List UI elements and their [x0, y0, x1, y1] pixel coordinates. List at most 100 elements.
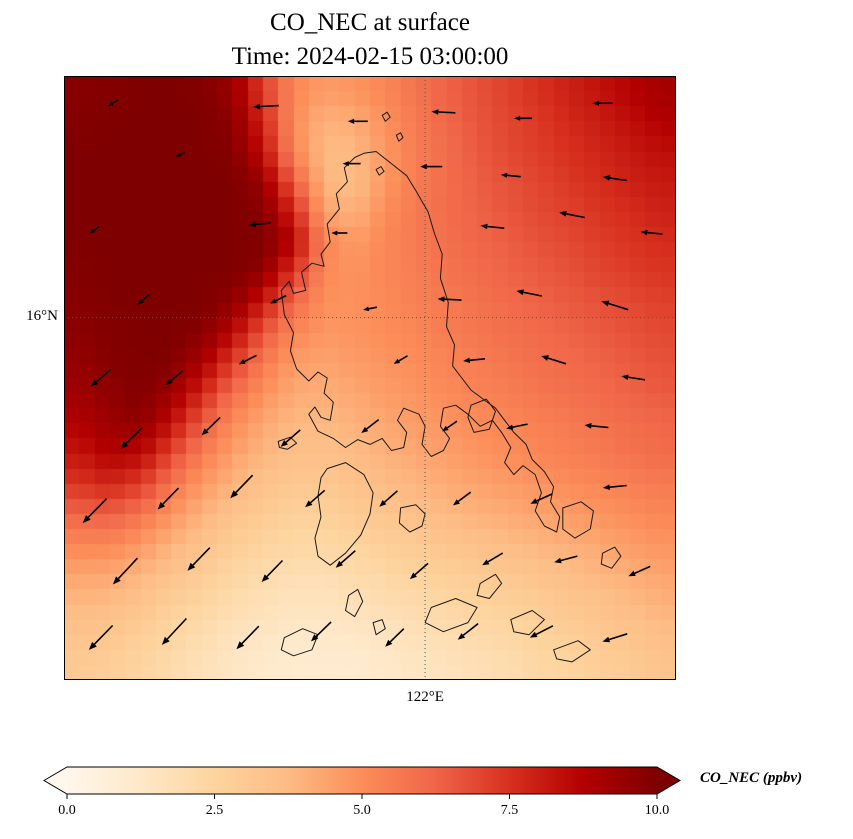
wind-arrow-shaft: [170, 370, 184, 382]
wind-arrow-shaft: [523, 291, 543, 297]
wind-arrow-shaft: [383, 490, 398, 503]
wind-arrow-head: [602, 636, 611, 643]
wind-arrow-head: [602, 484, 610, 490]
wind-arrow-head: [175, 152, 182, 157]
wind-arrow-shaft: [609, 484, 627, 488]
coastline-path: [395, 132, 404, 142]
wind-arrow-shaft: [609, 177, 627, 182]
wind-arrow-shaft: [634, 565, 651, 575]
wind-arrow-shaft: [260, 104, 279, 108]
wind-arrow-shaft: [93, 225, 100, 232]
wind-arrow-shaft: [285, 429, 301, 443]
wind-arrow-head: [89, 228, 96, 234]
wind-arrow-head: [90, 379, 99, 387]
wind-arrow-shaft: [112, 99, 119, 105]
wind-arrow-shaft: [93, 624, 114, 645]
wind-arrow-head: [584, 423, 592, 429]
colorbar-tick-label: 0.0: [58, 803, 76, 818]
wind-arrow-shaft: [162, 487, 180, 505]
wind-arrow-shaft: [462, 622, 479, 636]
wind-arrow-shaft: [192, 547, 211, 566]
wind-arrow-shaft: [560, 555, 578, 562]
wind-arrow-shaft: [368, 306, 378, 310]
wind-arrow-head: [385, 639, 393, 647]
wind-arrow-shaft: [241, 625, 260, 645]
wind-arrow-head: [640, 229, 648, 236]
coastline-path: [600, 546, 622, 569]
wind-arrow-head: [361, 426, 369, 433]
heatmap-canvas: [64, 76, 676, 680]
coastlines: [277, 111, 622, 663]
colorbar-right-extend-arrow: [657, 767, 680, 794]
wind-arrow-shaft: [87, 498, 108, 518]
wind-arrow-head: [165, 378, 173, 386]
coastline-path: [345, 588, 364, 618]
wind-arrow-shaft: [536, 493, 553, 502]
wind-arrow-head: [514, 115, 521, 121]
wind-arrow-shaft: [591, 425, 609, 429]
wind-arrow-shaft: [627, 376, 646, 381]
wind-arrow-shaft: [117, 557, 139, 580]
wind-arrow-head: [112, 576, 121, 585]
wind-arrow-head: [554, 557, 562, 564]
plot-subtitle-time: Time: 2024-02-15 03:00:00: [231, 43, 509, 70]
wind-arrow-shaft: [166, 617, 187, 640]
colorbar-left-extend-arrow: [44, 767, 67, 794]
wind-arrow-head: [628, 570, 636, 577]
wind-arrow-head: [107, 101, 114, 107]
wind-arrow-head: [516, 289, 524, 296]
wind-arrow-head: [120, 441, 129, 449]
wind-arrow-head: [409, 572, 417, 580]
wind-arrow-shaft: [398, 355, 408, 362]
wind-arrow-head: [621, 374, 629, 380]
y-axis-tick-label: 16°N: [26, 307, 58, 324]
coastline-path: [314, 462, 374, 566]
coastline-path: [553, 640, 591, 663]
coastline-path: [510, 610, 545, 636]
wind-arrow-shaft: [487, 225, 505, 229]
colorbar-gradient-bar: [67, 767, 657, 794]
wind-arrow-shaft: [255, 222, 271, 226]
wind-arrow-head: [480, 223, 488, 230]
wind-arrow-shaft: [438, 111, 456, 114]
coastline-path: [381, 111, 391, 122]
wind-arrow-head: [347, 118, 355, 124]
wind-arrow-shaft: [446, 420, 458, 429]
wind-arrow-head: [530, 498, 538, 504]
wind-arrow-head: [529, 631, 538, 638]
wind-arrow-head: [482, 559, 490, 566]
wind-arrow-shaft: [608, 633, 628, 641]
x-axis-tick-label: 122°E: [406, 689, 444, 705]
wind-arrow-shaft: [366, 418, 380, 430]
wind-arrow-head: [238, 359, 246, 365]
wind-arrow-shaft: [512, 423, 528, 428]
coastline-path: [476, 573, 503, 599]
plot-title-block: CO_NEC at surface Time: 2024-02-15 03:00…: [64, 6, 676, 74]
wind-arrow-head: [602, 175, 611, 181]
map-plot: 16°N 122°E: [26, 76, 676, 705]
wind-arrow-head: [559, 210, 567, 217]
wind-arrow-head: [236, 641, 245, 650]
colorbar-tick-label: 10.0: [645, 803, 670, 818]
wind-arrow-head: [601, 300, 610, 307]
wind-arrow-shaft: [535, 625, 554, 636]
wind-arrow-head: [161, 636, 170, 645]
wind-arrow-head: [541, 355, 549, 361]
colorbar-tick-marks: [66, 794, 658, 799]
coastline-path: [562, 501, 594, 539]
gridlines: [64, 76, 676, 680]
colorbar-tick-label: 5.0: [353, 803, 371, 818]
colorbar: 0.0 2.5 5.0 7.5 10.0: [42, 766, 682, 829]
coastline-path: [424, 598, 478, 633]
wind-arrow-head: [379, 500, 387, 507]
wind-arrow-shaft: [266, 559, 284, 578]
wind-arrow-shaft: [469, 358, 486, 362]
wind-arrow-shaft: [389, 628, 405, 643]
colorbar-tick-label: 7.5: [501, 803, 519, 818]
wind-arrow-shaft: [235, 474, 254, 494]
wind-arrow-shaft: [444, 298, 462, 301]
wind-arrow-head: [331, 230, 338, 236]
wind-arrow-shaft: [125, 427, 143, 445]
wind-arrow-head: [230, 490, 239, 499]
